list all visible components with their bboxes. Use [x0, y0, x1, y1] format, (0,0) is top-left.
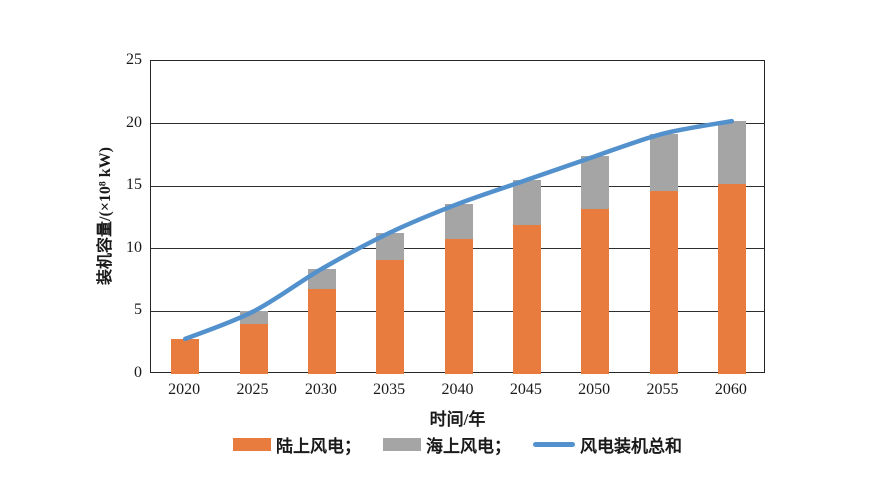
bar-segment-onshore	[512, 225, 541, 374]
onshore-swatch	[233, 437, 271, 451]
gridline	[151, 123, 764, 125]
bar-segment-offshore	[581, 156, 610, 209]
x-tick-label: 2050	[578, 381, 611, 398]
y-tick-label: 5	[134, 301, 142, 319]
total-line	[182, 118, 735, 342]
offshore-swatch	[383, 437, 421, 451]
x-tick-label: 2035	[373, 381, 406, 398]
bar-segment-onshore	[307, 288, 336, 374]
y-tick-label: 20	[126, 113, 142, 131]
bar-segment-offshore	[717, 121, 746, 184]
bar-segment-onshore	[649, 191, 678, 374]
gridline	[151, 185, 764, 187]
bar-segment-offshore	[649, 133, 678, 192]
legend-label-offshore: 海上风电；	[426, 436, 511, 456]
legend: 陆上风电； 海上风电； 风电装机总和	[150, 432, 765, 456]
total-line-swatch	[533, 441, 575, 447]
x-tick-label: 2030	[304, 381, 337, 398]
x-tick-label: 2040	[441, 381, 474, 398]
x-tick-label: 2025	[236, 381, 269, 398]
bar-segment-onshore	[717, 183, 746, 374]
x-tick-label: 2055	[646, 381, 679, 398]
legend-label-total: 风电装机总和	[580, 436, 682, 456]
legend-label-onshore: 陆上风电；	[276, 436, 361, 456]
y-tick-label: 10	[126, 238, 142, 256]
y-tick-label: 25	[126, 51, 142, 68]
bar-segment-offshore	[512, 179, 541, 225]
legend-item-onshore: 陆上风电；	[233, 432, 361, 457]
y-tick-label: 15	[126, 176, 142, 194]
plot-area	[150, 60, 765, 374]
x-axis-title: 时间/年	[429, 410, 486, 429]
x-tick-label: 2060	[714, 381, 747, 398]
bar-segment-onshore	[171, 338, 200, 374]
legend-item-total: 风电装机总和	[533, 432, 682, 457]
bar-segment-onshore	[239, 323, 268, 374]
legend-item-offshore: 海上风电；	[383, 432, 511, 457]
x-tick-label: 2020	[168, 381, 201, 398]
bar-segment-onshore	[444, 238, 473, 374]
y-tick-label: 0	[134, 364, 142, 381]
bar-segment-onshore	[376, 260, 405, 374]
x-tick-label: 2045	[509, 381, 542, 398]
bar-segment-onshore	[581, 208, 610, 374]
